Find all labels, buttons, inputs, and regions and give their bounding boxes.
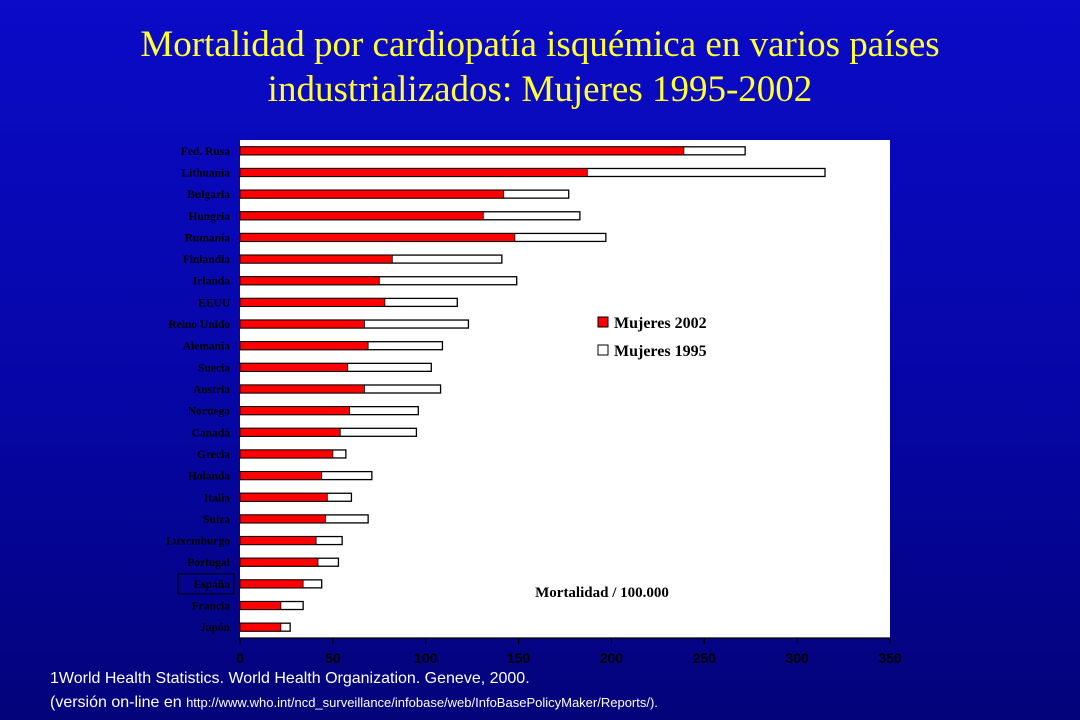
bar-2002 bbox=[239, 449, 334, 459]
x-tick-label: 50 bbox=[325, 650, 341, 666]
bar-2002 bbox=[239, 622, 282, 632]
bar-2002 bbox=[239, 233, 516, 242]
legend-swatch bbox=[597, 344, 609, 356]
footnote-url-line: (versión on-line en http://www.who.int/n… bbox=[50, 694, 658, 712]
category-label: Alemania bbox=[183, 341, 231, 353]
bar-2002 bbox=[239, 254, 393, 264]
x-tick-label: 350 bbox=[878, 650, 902, 666]
bar-2002 bbox=[239, 341, 369, 351]
bar-2002 bbox=[239, 319, 365, 329]
footnote-url: http://www.who.int/ncd_surveillance/info… bbox=[186, 695, 658, 710]
category-labels-group: Fed. Rusa Lithuania Bulgaria Hungría Rumanía… bbox=[166, 146, 235, 634]
category-label: Suecia bbox=[198, 362, 230, 374]
x-tick-label: 300 bbox=[785, 650, 809, 666]
category-label: Fed. Rusa bbox=[181, 146, 230, 158]
bars-group bbox=[239, 146, 826, 632]
category-label: Finlandia bbox=[183, 254, 231, 266]
bar-2002 bbox=[239, 362, 349, 372]
bar-2002 bbox=[239, 427, 341, 437]
category-label: Francia bbox=[192, 601, 231, 613]
category-label: Hungría bbox=[188, 211, 230, 223]
bar-2002 bbox=[239, 189, 505, 199]
legend: Mujeres 2002 Mujeres 1995 bbox=[597, 315, 707, 360]
category-label: Lithuania bbox=[181, 167, 230, 179]
bar-2002 bbox=[239, 276, 380, 286]
legend-label: Mujeres 1995 bbox=[614, 343, 707, 360]
x-tick-label: 150 bbox=[507, 650, 531, 666]
slide-title: Mortalidad por cardiopatía isquémica en … bbox=[40, 22, 1040, 112]
category-label: Japón bbox=[200, 622, 231, 634]
bar-2002 bbox=[239, 146, 685, 156]
category-label: Rumanía bbox=[185, 232, 231, 244]
title-line-2: industrializados: Mujeres 1995-2002 bbox=[267, 69, 813, 110]
bar-2002 bbox=[239, 406, 350, 416]
x-tick-label: 200 bbox=[600, 650, 624, 666]
category-label: EEUU bbox=[198, 297, 231, 309]
footnote-prefix: (versión on-line en bbox=[50, 694, 187, 711]
category-label: Austria bbox=[193, 384, 230, 396]
bar-2002 bbox=[239, 297, 386, 307]
bar-2002 bbox=[239, 514, 326, 524]
category-label: España bbox=[194, 579, 231, 591]
category-label: Noruega bbox=[188, 406, 230, 418]
x-tick-label: 100 bbox=[414, 650, 438, 666]
footnote-source: 1World Health Statistics. World Health O… bbox=[50, 670, 530, 687]
bar-2002 bbox=[239, 471, 323, 481]
category-label: Grecia bbox=[197, 449, 230, 461]
bar-2002 bbox=[239, 579, 304, 589]
bar-2002 bbox=[239, 557, 319, 567]
category-label: Portugal bbox=[187, 557, 230, 569]
category-label: Suiza bbox=[203, 514, 230, 526]
x-axis-title: Mortalidad / 100.000 bbox=[535, 585, 669, 601]
bar-2002 bbox=[239, 601, 282, 610]
bar-2002 bbox=[239, 536, 317, 545]
category-label: Italia bbox=[204, 492, 230, 504]
x-tick-label: 250 bbox=[693, 650, 717, 666]
bar-2002 bbox=[239, 168, 588, 177]
title-line-1: Mortalidad por cardiopatía isquémica en … bbox=[140, 24, 940, 65]
bar-2002 bbox=[239, 211, 484, 221]
category-label: Canadá bbox=[192, 427, 231, 439]
bar-2002 bbox=[239, 384, 365, 394]
category-label: Bulgaria bbox=[187, 189, 230, 201]
legend-label: Mujeres 2002 bbox=[614, 315, 707, 332]
x-axis: 0 50 100 150 200 250 300 350 bbox=[236, 637, 902, 666]
category-label: Luxemburgo bbox=[166, 536, 230, 548]
category-label: Holanda bbox=[188, 471, 230, 483]
highlight-box bbox=[177, 573, 235, 595]
x-tick-label: 0 bbox=[236, 650, 244, 666]
category-label: Reino Unido bbox=[168, 319, 230, 331]
category-label: Irlanda bbox=[193, 276, 230, 288]
bar-2002 bbox=[239, 492, 328, 502]
legend-swatch bbox=[597, 316, 609, 328]
